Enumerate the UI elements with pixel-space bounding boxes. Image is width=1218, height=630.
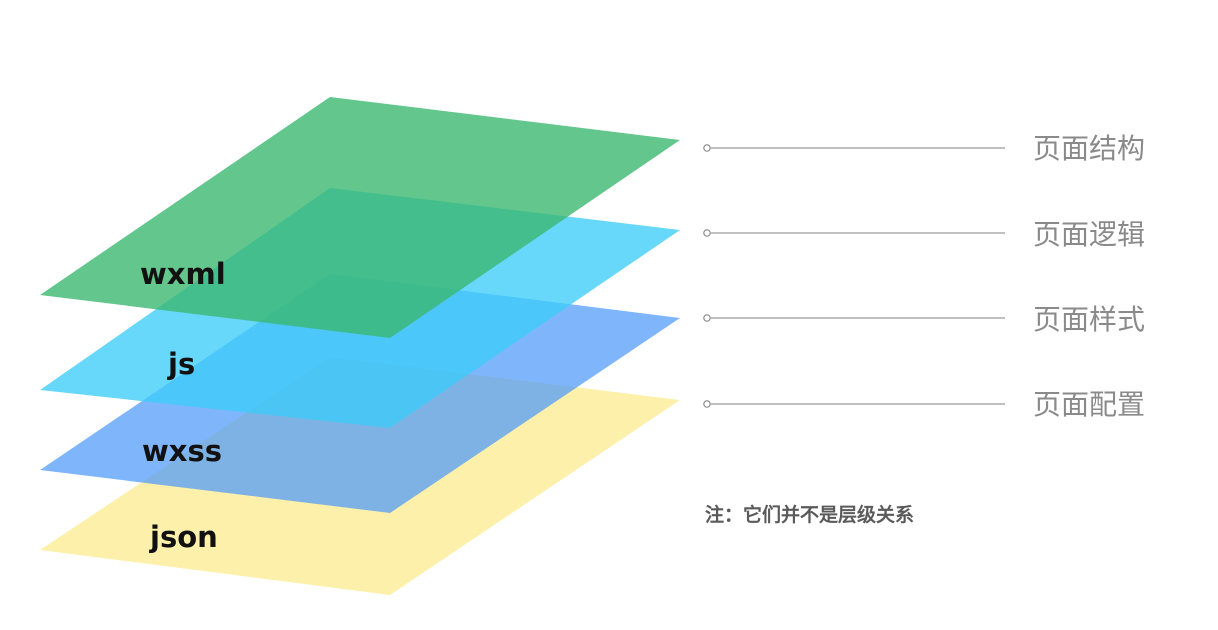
legend-item-style: 页面样式 (703, 303, 1145, 336)
diagram-note: 注：它们并不是层级关系 (705, 503, 914, 526)
legend-text-structure: 页面结构 (1033, 132, 1145, 165)
layer-label-wxss: wxss (142, 434, 222, 468)
leader-dot (703, 314, 711, 322)
legend-text-style: 页面样式 (1033, 303, 1145, 336)
layer-stack (40, 97, 680, 595)
leader-dot (703, 400, 711, 408)
legend: 页面结构 页面逻辑 页面样式 页面配置 (703, 132, 1145, 421)
layer-label-wxml: wxml (140, 257, 226, 291)
layer-label-js: js (167, 347, 195, 381)
layer-label-json: json (149, 520, 218, 554)
legend-item-logic: 页面逻辑 (703, 218, 1145, 251)
legend-item-config: 页面配置 (703, 388, 1145, 421)
legend-text-config: 页面配置 (1033, 388, 1145, 421)
layer-plane-wxml (40, 97, 680, 338)
leader-dot (703, 144, 711, 152)
legend-item-structure: 页面结构 (703, 132, 1145, 165)
legend-text-logic: 页面逻辑 (1033, 218, 1145, 251)
layer-labels: wxml js wxss json (140, 257, 226, 554)
leader-dot (703, 229, 711, 237)
